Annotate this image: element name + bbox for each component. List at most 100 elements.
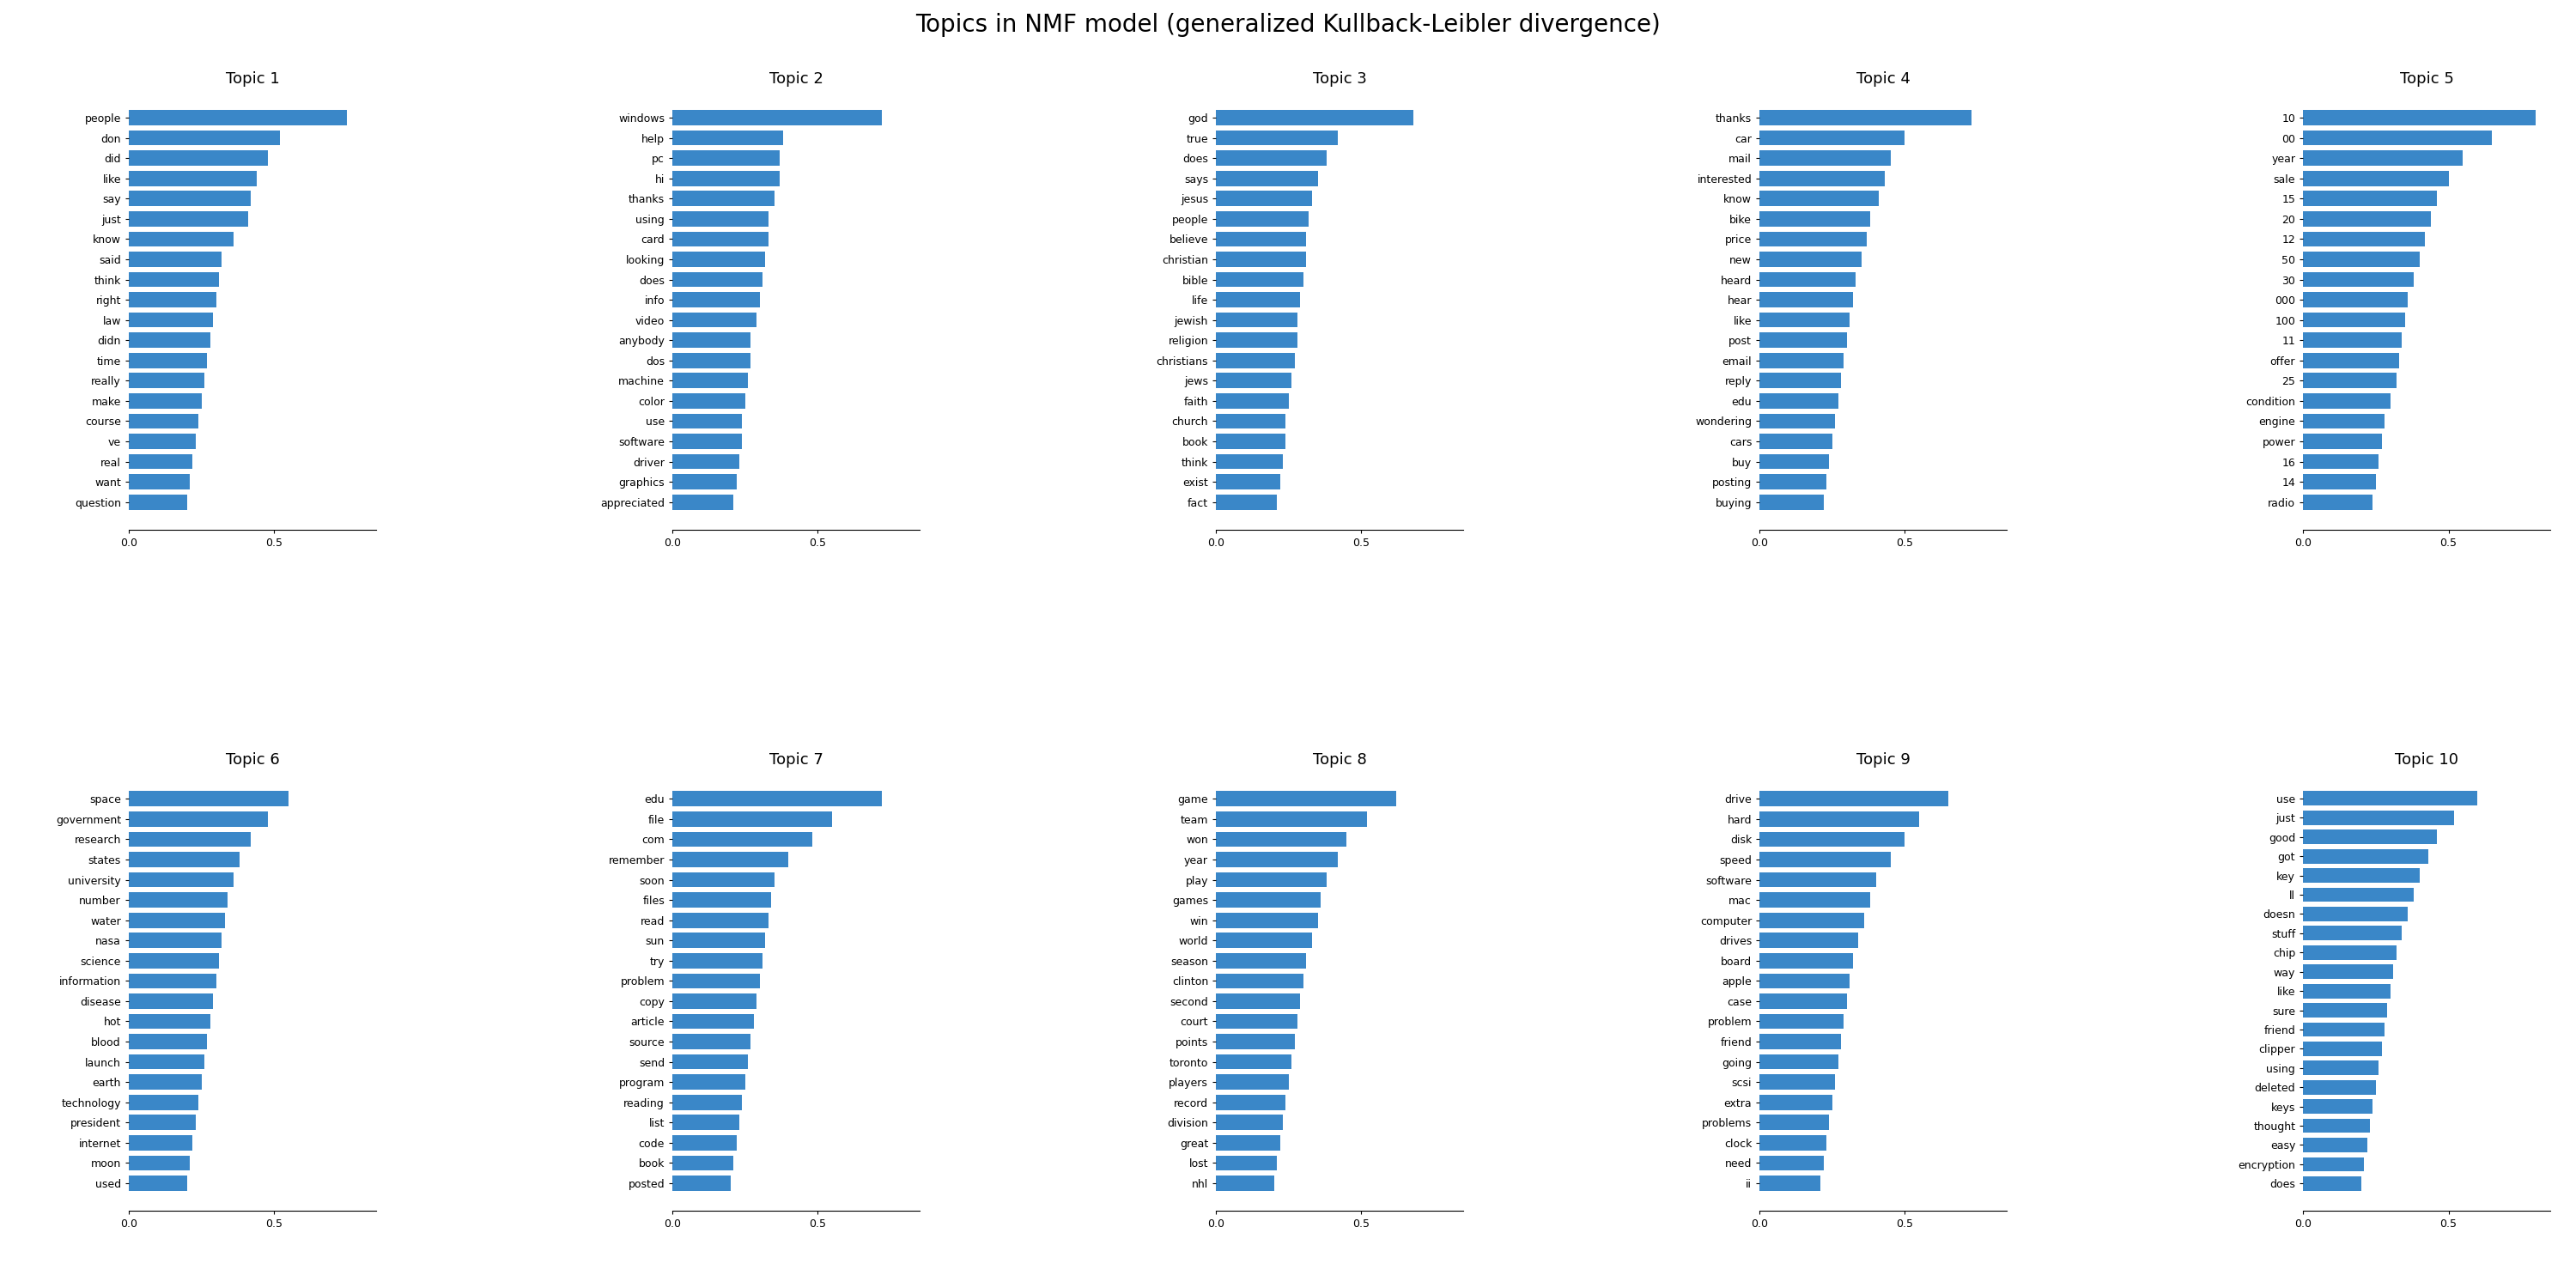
Bar xyxy=(672,974,760,988)
Bar xyxy=(672,1054,747,1069)
Bar xyxy=(129,232,234,247)
Bar xyxy=(2303,945,2396,960)
Bar xyxy=(672,893,770,908)
Bar xyxy=(1759,232,1868,247)
Bar xyxy=(2303,926,2401,940)
Bar xyxy=(1759,811,1919,827)
Bar xyxy=(1216,374,1291,388)
Bar xyxy=(1759,1095,1832,1110)
Bar xyxy=(672,1014,755,1029)
Bar xyxy=(672,434,742,450)
Bar xyxy=(1759,872,1875,887)
Bar xyxy=(672,191,775,206)
Bar xyxy=(1216,1155,1278,1171)
Bar xyxy=(129,1054,204,1069)
Bar xyxy=(2303,332,2401,348)
Bar xyxy=(1759,832,1904,848)
Bar xyxy=(2303,810,2455,824)
Bar xyxy=(1759,111,1971,125)
Bar xyxy=(672,393,744,408)
Bar xyxy=(2303,353,2398,368)
Bar xyxy=(1759,374,1842,388)
Bar xyxy=(672,151,781,166)
Text: Topics in NMF model (generalized Kullback-Leibler divergence): Topics in NMF model (generalized Kullbac… xyxy=(914,13,1662,37)
Bar xyxy=(1216,993,1301,1009)
Bar xyxy=(129,1135,193,1150)
Bar xyxy=(1759,495,1824,510)
Bar xyxy=(672,1034,750,1050)
Bar xyxy=(1759,913,1865,927)
Bar xyxy=(129,413,198,429)
Bar xyxy=(1216,1014,1298,1029)
Bar xyxy=(129,933,222,948)
Title: Topic 2: Topic 2 xyxy=(770,71,822,86)
Bar xyxy=(1216,313,1298,327)
Bar xyxy=(1216,211,1309,227)
Bar xyxy=(2303,1061,2378,1075)
Bar xyxy=(1216,434,1285,450)
Bar xyxy=(1759,1074,1834,1090)
Bar xyxy=(129,130,281,146)
Bar xyxy=(2303,1003,2388,1018)
Bar xyxy=(1759,251,1862,267)
Bar xyxy=(672,1074,744,1090)
Bar xyxy=(129,974,216,988)
Bar xyxy=(2303,495,2372,510)
Bar xyxy=(1216,111,1414,125)
Bar xyxy=(672,171,781,185)
Bar xyxy=(2303,1118,2370,1133)
Bar xyxy=(2303,829,2437,844)
Bar xyxy=(672,872,775,887)
Bar xyxy=(1216,332,1298,348)
Bar xyxy=(129,313,214,327)
Bar xyxy=(2303,130,2491,146)
Title: Topic 10: Topic 10 xyxy=(2396,752,2458,768)
Bar xyxy=(2303,434,2383,450)
Bar xyxy=(672,993,757,1009)
Title: Topic 6: Topic 6 xyxy=(227,752,278,768)
Bar xyxy=(1759,313,1850,327)
Bar xyxy=(2303,292,2409,308)
Bar xyxy=(1216,851,1337,867)
Bar xyxy=(129,474,191,489)
Bar xyxy=(672,791,881,806)
Bar xyxy=(1216,353,1296,368)
Bar xyxy=(672,374,747,388)
Bar xyxy=(1759,1135,1826,1150)
Bar xyxy=(1216,1034,1296,1050)
Bar xyxy=(2303,965,2393,979)
Bar xyxy=(1216,495,1278,510)
Bar xyxy=(2303,474,2375,489)
Bar xyxy=(129,893,227,908)
Bar xyxy=(672,953,762,969)
Bar xyxy=(672,913,768,927)
Bar xyxy=(672,292,760,308)
Bar xyxy=(1759,1054,1839,1069)
Bar xyxy=(1759,974,1850,988)
Bar xyxy=(2303,251,2419,267)
Bar xyxy=(672,832,811,848)
Title: Topic 3: Topic 3 xyxy=(1314,71,1365,86)
Bar xyxy=(1759,453,1829,469)
Bar xyxy=(2303,272,2414,287)
Bar xyxy=(129,211,247,227)
Bar xyxy=(2303,1081,2375,1095)
Bar xyxy=(1216,413,1285,429)
Title: Topic 1: Topic 1 xyxy=(227,71,278,86)
Bar xyxy=(672,1115,739,1130)
Bar xyxy=(129,151,268,166)
Bar xyxy=(1759,434,1832,450)
Bar xyxy=(129,1155,191,1171)
Bar xyxy=(2303,151,2463,166)
Title: Topic 5: Topic 5 xyxy=(2401,71,2455,86)
Bar xyxy=(129,953,219,969)
Bar xyxy=(2303,393,2391,408)
Bar xyxy=(1216,791,1396,806)
Bar xyxy=(129,1115,196,1130)
Bar xyxy=(129,111,348,125)
Bar xyxy=(1759,933,1857,948)
Bar xyxy=(129,1095,198,1110)
Bar xyxy=(129,292,216,308)
Bar xyxy=(1759,191,1878,206)
Bar xyxy=(1216,130,1337,146)
